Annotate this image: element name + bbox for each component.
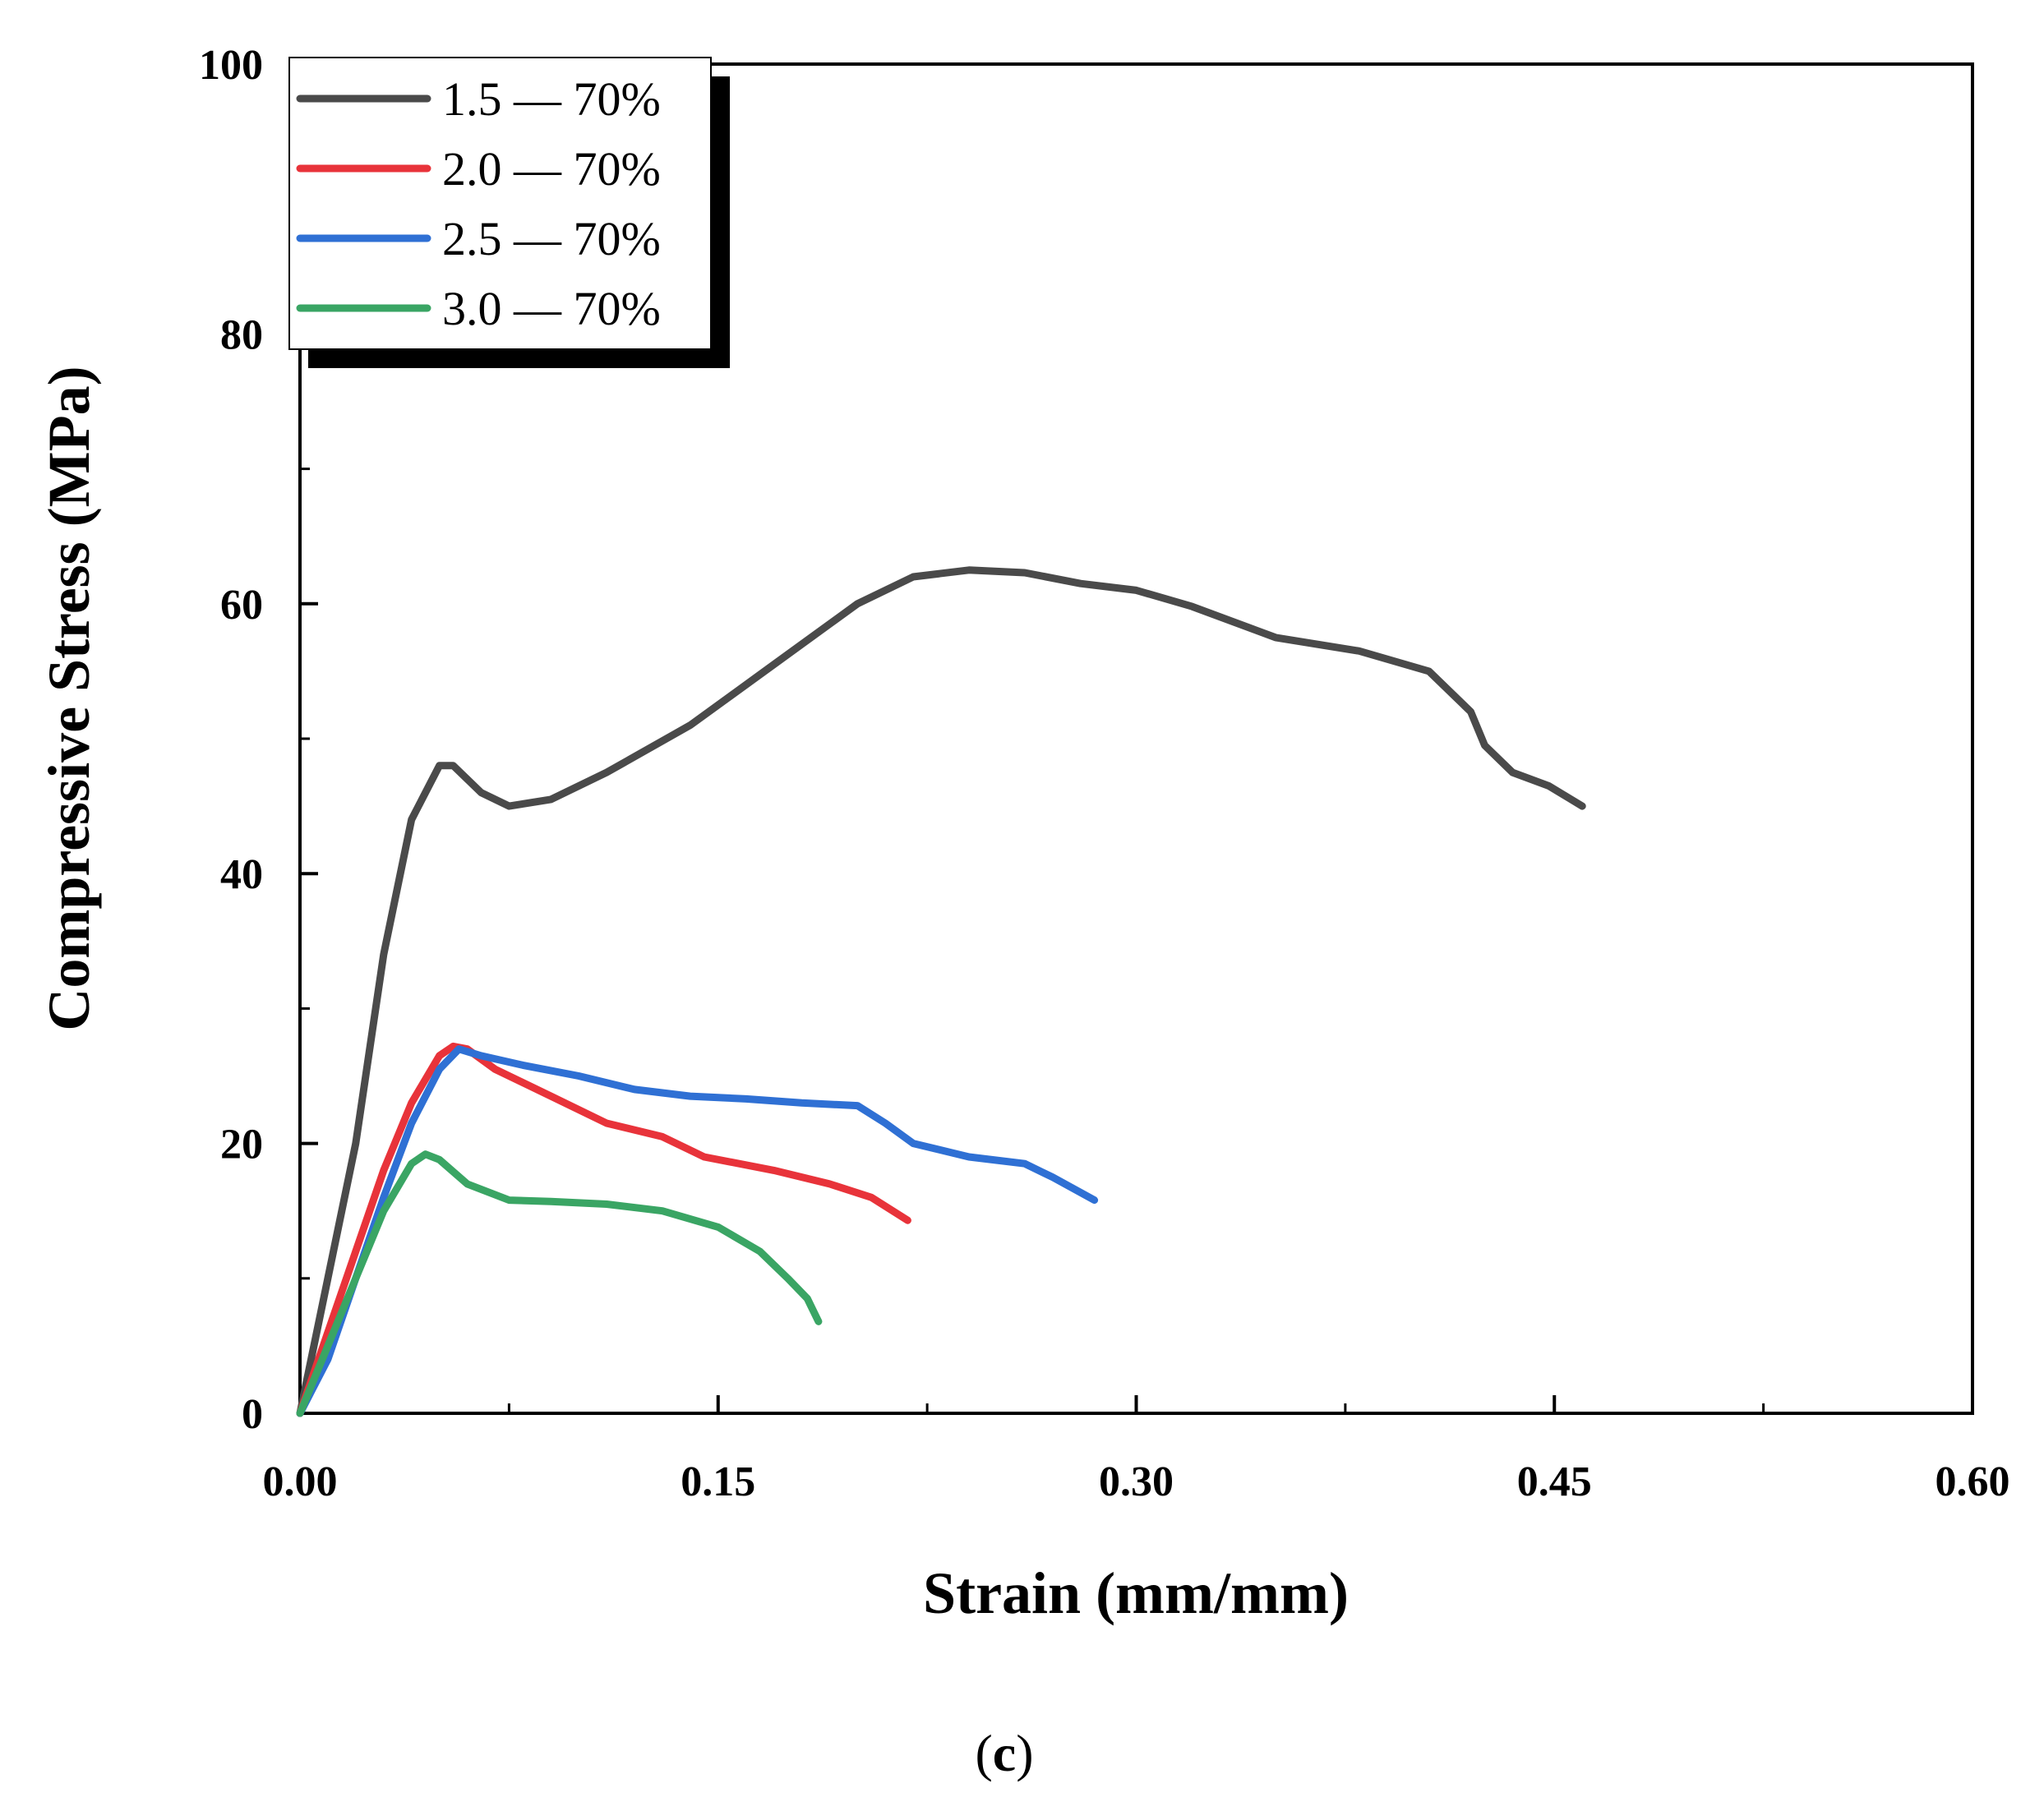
- series-line-4: [296, 1150, 823, 1417]
- y-tick-label: 0: [242, 1391, 263, 1438]
- figure-caption: (c): [975, 1724, 1033, 1782]
- legend: 1.5 — 70% 2.0 — 70% 2.5 — 70% 3.0 — 70%: [288, 57, 730, 368]
- series-line-3: [296, 1045, 1099, 1417]
- x-tick-label: 0.00: [263, 1458, 338, 1505]
- legend-label-2: 2.0 — 70%: [442, 142, 661, 196]
- series-line-1: [296, 566, 1586, 1417]
- y-axis-title: Compressive Stress (MPa): [36, 366, 102, 1030]
- caption-close-paren: ): [1016, 1724, 1033, 1782]
- y-tick-label: 60: [220, 582, 263, 629]
- y-tick-label: 40: [220, 851, 263, 898]
- x-tick-label: 0.60: [1936, 1458, 2010, 1505]
- series-line-2: [296, 1042, 911, 1417]
- caption-letter: c: [993, 1724, 1016, 1782]
- x-tick-label: 0.15: [681, 1458, 755, 1505]
- y-tick-label: 100: [199, 42, 263, 89]
- legend-label-3: 2.5 — 70%: [442, 212, 661, 265]
- legend-box: [288, 57, 712, 350]
- x-tick-label: 0.45: [1517, 1458, 1592, 1505]
- axis-tick-labels: 0.00 0.15 0.30 0.45 0.60 0 20 40 60 80 100: [199, 42, 2010, 1505]
- x-axis-title: Strain (mm/mm): [923, 1560, 1349, 1626]
- y-tick-label: 80: [220, 311, 263, 358]
- legend-label-1: 1.5 — 70%: [442, 72, 661, 126]
- axis-ticks: [298, 62, 1974, 1415]
- legend-entries: 1.5 — 70% 2.0 — 70% 2.5 — 70% 3.0 — 70%: [296, 72, 661, 335]
- series-layer: [296, 566, 1586, 1417]
- x-tick-label: 0.30: [1099, 1458, 1174, 1505]
- legend-label-4: 3.0 — 70%: [442, 282, 661, 335]
- y-tick-label: 20: [220, 1122, 263, 1168]
- caption-open-paren: (: [975, 1724, 992, 1782]
